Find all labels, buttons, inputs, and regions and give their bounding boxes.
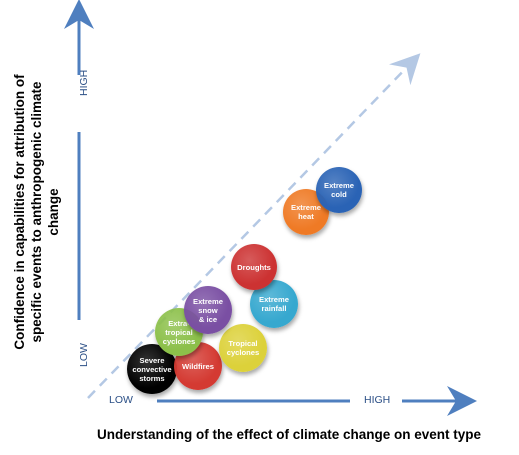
bubble-label: Tropical cyclones <box>226 339 260 357</box>
y-axis-high-label: HIGH <box>78 69 90 96</box>
bubble-label: Wildfires <box>182 361 214 371</box>
x-axis-low-label: LOW <box>109 394 133 406</box>
bubble-label: Extreme rainfall <box>259 295 289 313</box>
bubble-label: Droughts <box>237 262 271 272</box>
x-axis-high-label: HIGH <box>364 394 391 406</box>
diagonal-dashed-arrow <box>87 53 421 399</box>
bubble-label: Extreme cold <box>324 181 354 199</box>
droughts-bubble: Droughts <box>231 244 277 290</box>
bubble-label: Extreme snow & ice <box>193 296 223 324</box>
y-axis-title: Confidence in capabilities for attributi… <box>12 74 61 350</box>
y-axis-low-label: LOW <box>78 343 90 367</box>
bubble-label: Severe convective storms <box>132 355 172 383</box>
extreme-rainfall-bubble: Extreme rainfall <box>250 280 298 328</box>
tropical-cyclones-bubble: Tropical cyclones <box>219 324 267 372</box>
bubble-label: Extra- tropical cyclones <box>162 318 196 346</box>
extreme-snow-ice-bubble: Extreme snow & ice <box>184 286 232 334</box>
extreme-cold-bubble: Extreme cold <box>316 167 362 213</box>
bubble-label: Extreme heat <box>291 203 321 221</box>
x-axis-title: Understanding of the effect of climate c… <box>97 427 482 442</box>
